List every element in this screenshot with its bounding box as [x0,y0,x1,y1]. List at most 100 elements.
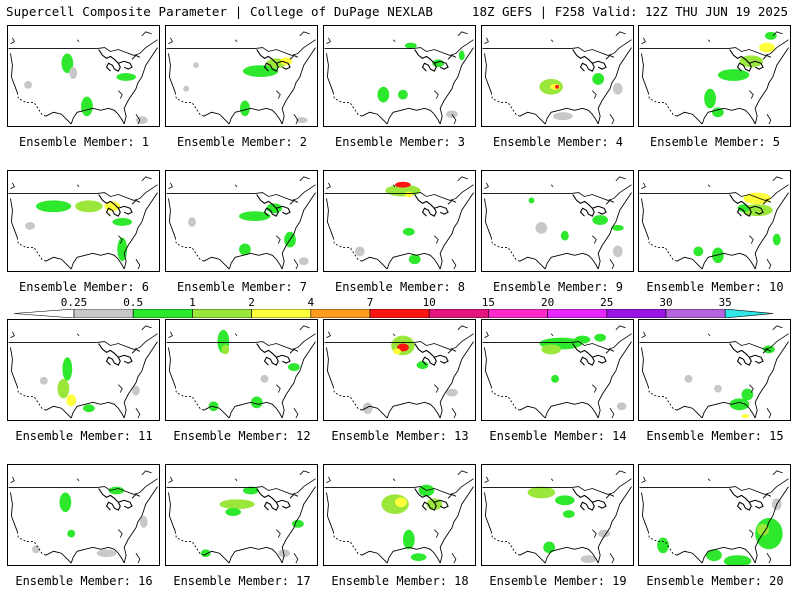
us-map [639,325,789,419]
scp-contour [739,55,764,68]
colorbar-swatch [547,309,608,318]
title-right: 18Z GEFS | F258 Valid: 12Z THU JUN 19 20… [471,4,788,19]
colorbar-min-arrow [14,309,75,318]
scp-contour [266,203,283,214]
map-panel-member-2 [165,25,318,127]
map-panel-member-15 [638,319,791,421]
scp-field [704,31,777,118]
scp-contour [192,62,199,69]
scp-contour [684,374,693,383]
map-panel-member-5 [638,25,791,127]
us-map [166,470,316,564]
map-panel-member-13 [323,319,476,421]
map-outline [166,176,316,270]
member-caption: Ensemble Member: 2 [176,135,308,149]
scp-contour [298,257,309,266]
us-map [8,176,158,270]
scp-contour [763,345,775,354]
scp-field [362,335,458,415]
scp-contour [574,335,591,344]
map-outline [166,325,316,419]
scp-contour [395,497,407,508]
scp-contour [32,545,40,554]
member-caption: Ensemble Member: 9 [492,280,624,294]
scp-contour [239,243,251,256]
scp-contour [594,333,607,342]
map-panel-member-19 [481,464,634,566]
scp-contour [240,100,250,117]
title-left: Supercell Composite Parameter | College … [6,4,434,19]
scp-contour [57,378,70,399]
map-outline [324,470,474,564]
scp-contour [562,510,575,518]
us-map [639,470,789,565]
scp-contour [741,388,754,401]
scp-contour [25,221,35,230]
map-panel-member-17 [165,464,318,566]
colorbar-tick-label: 7 [366,296,374,309]
colorbar-swatch [310,309,371,318]
scp-contour [416,361,429,370]
scp-contour [81,96,93,117]
map-outline [639,325,789,419]
colorbar-swatch [665,309,726,318]
colorbar-swatch [488,309,548,318]
scp-contour [208,401,219,412]
scp-field [39,357,140,413]
us-map [166,176,316,270]
scp-field [528,197,624,258]
scp-contour [743,192,771,205]
scp-contour [757,523,769,536]
colorbar-tick-label: 25 [600,296,614,309]
member-caption: Ensemble Member: 10 [646,280,784,294]
scp-field [539,333,627,411]
colorbar-tick-label: 15 [481,296,496,309]
us-map [8,470,158,564]
scp-contour [402,529,415,550]
scp-contour [61,53,74,74]
us-map [324,31,474,125]
member-caption: Ensemble Member: 5 [649,135,781,149]
scp-contour [706,549,722,562]
scp-field [539,73,623,121]
us-map [482,325,632,419]
scp-contour [446,388,458,397]
scp-contour [395,181,411,188]
scp-contour [280,57,292,66]
map-panel-member-6 [7,170,160,272]
scp-contour [528,197,535,204]
scp-contour [612,245,623,258]
scp-contour [108,486,125,495]
scp-contour [723,555,752,565]
scp-contour [239,211,271,221]
scp-contour [362,402,373,415]
scp-field [354,181,421,265]
member-caption: Ensemble Member: 15 [646,429,784,443]
us-map [482,176,632,270]
scp-contour [404,42,417,49]
colorbar-tick-label: 0.25 [60,296,88,309]
map-outline [482,470,632,564]
scp-field [32,486,148,558]
member-caption: Ensemble Member: 12 [173,429,311,443]
map-outline [639,31,789,125]
scp-field [24,53,148,125]
map-panel-member-3 [323,25,476,127]
colorbar-swatch [369,309,430,318]
scp-contour [132,385,140,396]
colorbar-tick-label: 0.5 [123,296,144,309]
colorbar-tick-label: 30 [659,296,673,309]
map-outline [8,176,158,270]
map-outline [8,325,158,419]
scp-contour [221,344,230,355]
map-panel-member-9 [481,170,634,272]
scp-field [25,200,133,262]
colorbar-swatch [192,309,252,318]
member-caption: Ensemble Member: 6 [18,280,150,294]
map-panel-member-11 [7,319,160,421]
map-panel-member-4 [481,25,634,127]
member-caption: Ensemble Member: 16 [15,574,153,588]
scp-field [527,486,610,564]
scp-contour [250,396,263,409]
scp-contour [116,73,136,81]
